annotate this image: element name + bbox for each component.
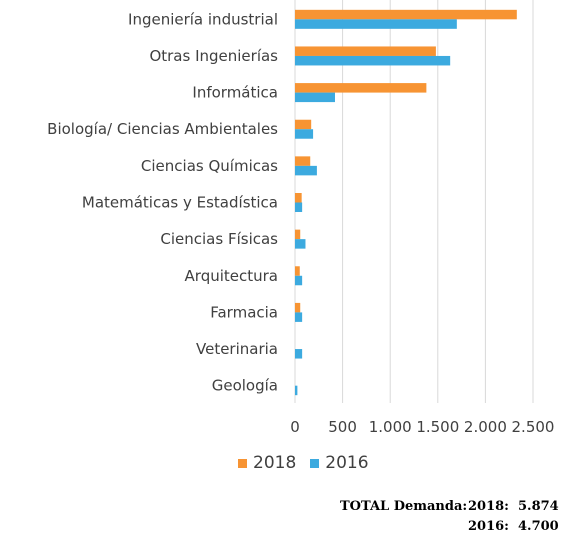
x-tick-label: 1.000 [369, 418, 412, 436]
totals-row-2018: TOTAL Demanda: 2018: 5.874 [340, 496, 559, 516]
category-label: Arquitectura [185, 267, 278, 285]
bar-2018 [295, 302, 301, 313]
bar-2016 [295, 129, 314, 139]
category-label: Ciencias Químicas [141, 157, 278, 175]
bar-2016 [295, 92, 335, 103]
bar-2018 [295, 9, 517, 20]
category-label: Farmacia [210, 303, 278, 321]
bar-2016 [295, 165, 317, 176]
category-label: Otras Ingenierías [149, 47, 278, 65]
category-label: Ingeniería industrial [128, 10, 278, 28]
bar-2018 [295, 193, 302, 203]
totals-value-2018: 5.874 [518, 498, 559, 514]
bar-2016 [295, 239, 306, 249]
legend-swatch-2018 [238, 458, 247, 468]
legend-swatch-2016 [310, 458, 320, 468]
totals-year-2018: 2018: [468, 498, 509, 514]
x-tick-label: 2.500 [512, 418, 555, 436]
legend: 2018 2016 [238, 453, 369, 473]
x-tick-label: 0 [290, 418, 300, 436]
bar-2018 [295, 119, 312, 130]
category-label: Informática [192, 84, 278, 102]
x-tick-label: 1.500 [416, 418, 459, 436]
legend-label-2018: 2018 [253, 453, 297, 473]
totals-box: TOTAL Demanda: 2018: 5.874 2016: 4.700 [340, 496, 559, 536]
bar-2016 [295, 275, 303, 286]
legend-item-2016: 2016 [310, 453, 369, 473]
bar-2016 [295, 55, 451, 66]
legend-item-2018: 2018 [238, 453, 296, 473]
bar-2018 [295, 46, 436, 56]
legend-label-2016: 2016 [325, 453, 369, 473]
category-label: Geología [212, 377, 278, 395]
totals-row-2016: 2016: 4.700 [340, 516, 559, 536]
totals-year-2016: 2016: [468, 518, 509, 534]
category-label: Ciencias Físicas [160, 230, 278, 248]
x-tick-label: 2.000 [464, 418, 507, 436]
bar-2016 [295, 349, 303, 359]
totals-value-2016: 4.700 [518, 518, 559, 534]
bar-2018 [295, 229, 301, 240]
category-label: Biología/ Ciencias Ambientales [47, 120, 278, 138]
category-label: Veterinaria [196, 340, 278, 358]
bar-2018 [295, 266, 300, 276]
bar-2016 [295, 385, 298, 396]
bar-2018 [295, 156, 311, 166]
bar-2018 [295, 83, 427, 93]
bar-2016 [295, 202, 303, 212]
bar-chart: Ingeniería industrial Otras Ingenierías In… [47, 0, 555, 436]
totals-label: TOTAL Demanda: [340, 498, 468, 514]
bar-2016 [295, 19, 457, 29]
category-label: Matemáticas y Estadística [82, 194, 278, 212]
bar-2016 [295, 312, 303, 322]
x-tick-label: 500 [328, 418, 357, 436]
